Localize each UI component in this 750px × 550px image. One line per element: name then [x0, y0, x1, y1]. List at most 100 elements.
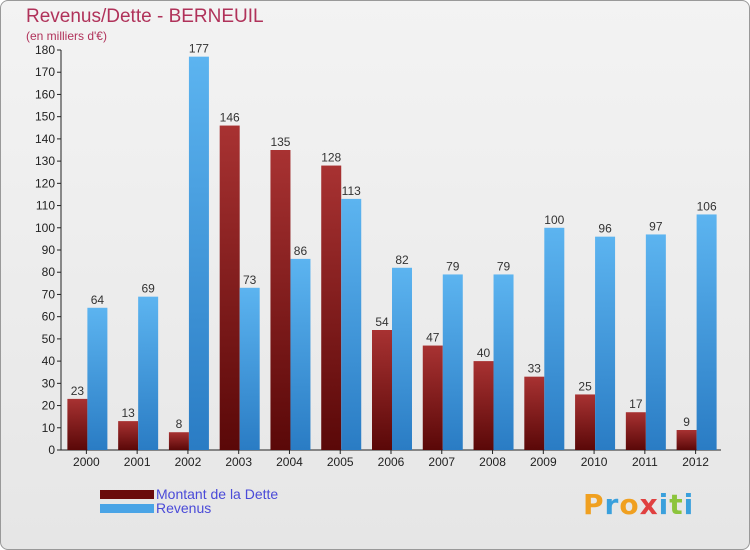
chart-title: Revenus/Dette - BERNEUIL — [26, 6, 264, 27]
bar-debt-2007 — [422, 345, 443, 450]
data-label-revenus-2004: 86 — [294, 244, 308, 258]
data-label-revenus-2000: 64 — [91, 293, 105, 307]
bar-debt-2000 — [67, 398, 88, 450]
y-tick-label: 50 — [42, 332, 56, 346]
data-label-revenus-2008: 79 — [497, 259, 511, 273]
data-label-revenus-2006: 82 — [395, 253, 409, 267]
logo-letter: r — [604, 488, 620, 521]
y-tick-label: 120 — [35, 176, 55, 190]
data-label-revenus-2002: 177 — [189, 42, 209, 56]
y-tick-label: 140 — [35, 132, 55, 146]
x-tick-label: 2009 — [530, 455, 557, 469]
bar-revenus-2011 — [645, 234, 666, 450]
bar-debt-2010 — [575, 394, 596, 450]
bar-revenus-2001 — [138, 296, 159, 450]
x-tick-label: 2008 — [479, 455, 506, 469]
data-label-debt-2004: 135 — [270, 135, 290, 149]
y-tick-label: 0 — [48, 443, 55, 457]
bar-revenus-2010 — [595, 236, 616, 450]
bar-revenus-2007 — [442, 274, 463, 450]
logo-letter: P — [583, 488, 605, 521]
data-label-revenus-2011: 97 — [649, 219, 663, 233]
y-tick-label: 80 — [42, 265, 56, 279]
y-tick-label: 70 — [42, 287, 56, 301]
data-label-debt-2003: 146 — [220, 111, 240, 125]
bar-revenus-2012 — [696, 214, 717, 450]
y-tick-label: 150 — [35, 110, 55, 124]
bar-debt-2002 — [168, 432, 189, 450]
data-label-revenus-2001: 69 — [141, 282, 155, 296]
x-tick-label: 2003 — [225, 455, 252, 469]
data-label-revenus-2010: 96 — [598, 222, 612, 236]
y-tick-label: 10 — [42, 421, 56, 435]
bar-debt-2004 — [270, 150, 291, 450]
logo-letter: i — [658, 488, 670, 521]
bar-revenus-2009 — [544, 227, 565, 450]
logo-letter: t — [669, 488, 684, 521]
bar-debt-2005 — [321, 165, 342, 451]
bar-revenus-2000 — [87, 307, 108, 450]
bar-debt-2009 — [524, 376, 545, 450]
y-tick-label: 90 — [42, 243, 56, 257]
y-tick-label: 130 — [35, 154, 55, 168]
x-tick-label: 2006 — [378, 455, 405, 469]
data-label-revenus-2005: 113 — [342, 184, 361, 198]
x-tick-label: 2004 — [276, 455, 303, 469]
x-tick-label: 2001 — [124, 455, 151, 469]
bar-debt-2011 — [625, 412, 646, 450]
legend-swatch-revenus — [100, 504, 154, 513]
data-label-debt-2002: 8 — [176, 417, 183, 431]
y-tick-label: 100 — [35, 221, 55, 235]
bar-debt-2008 — [473, 361, 494, 450]
data-label-debt-2012: 9 — [683, 415, 690, 429]
x-tick-label: 2007 — [428, 455, 455, 469]
y-tick-label: 60 — [42, 310, 56, 324]
data-label-revenus-2007: 79 — [446, 259, 460, 273]
y-tick-label: 40 — [42, 354, 56, 368]
data-label-debt-2008: 40 — [477, 346, 491, 360]
data-label-revenus-2009: 100 — [544, 213, 564, 227]
data-label-debt-2011: 17 — [629, 397, 643, 411]
bar-debt-2006 — [372, 330, 392, 450]
data-label-debt-2007: 47 — [426, 331, 440, 345]
data-label-debt-2009: 33 — [528, 362, 542, 376]
bar-debt-2003 — [219, 125, 240, 451]
y-tick-label: 160 — [35, 87, 55, 101]
bar-revenus-2005 — [341, 198, 362, 450]
y-tick-label: 20 — [42, 399, 56, 413]
proxiti-logo: Proxiti — [583, 488, 694, 521]
data-label-debt-2006: 54 — [375, 315, 389, 329]
x-tick-label: 2012 — [682, 455, 709, 469]
x-tick-label: 2002 — [175, 455, 202, 469]
y-tick-label: 110 — [36, 199, 55, 213]
bar-revenus-2002 — [188, 56, 209, 451]
x-tick-label: 2005 — [327, 455, 354, 469]
y-tick-label: 180 — [35, 43, 55, 57]
bar-debt-2001 — [118, 421, 139, 450]
data-labels: 23 64 13 69 8 177 146 73 135 86 128 113 54 82 47 79 40 79… — [71, 42, 717, 432]
legend-swatch-debt — [100, 490, 154, 499]
y-tick-label: 30 — [42, 376, 56, 390]
x-tick-label: 2000 — [73, 455, 100, 469]
bar-revenus-2004 — [290, 258, 311, 450]
data-label-revenus-2012: 106 — [697, 199, 717, 213]
axes: 0 10 20 30 40 50 60 70 80 90 100 110 120 130 140 150 160… — [35, 43, 721, 469]
data-label-debt-2001: 13 — [121, 406, 135, 420]
data-label-debt-2010: 25 — [578, 379, 592, 393]
x-tick-label: 2011 — [632, 455, 658, 469]
logo-letter: x — [639, 488, 659, 521]
legend-label-debt: Montant de la Dette — [156, 486, 279, 502]
x-tick-label: 2010 — [581, 455, 608, 469]
legend-label-revenus: Revenus — [156, 500, 212, 516]
data-label-debt-2005: 128 — [321, 151, 341, 165]
y-tick-label: 170 — [35, 65, 55, 79]
bars — [67, 56, 717, 451]
bar-revenus-2008 — [493, 274, 514, 450]
data-label-debt-2000: 23 — [71, 384, 85, 398]
bar-revenus-2006 — [392, 267, 412, 450]
bar-revenus-2003 — [239, 287, 260, 450]
chart-subtitle: (en milliers d'€) — [26, 29, 107, 43]
data-label-revenus-2003: 73 — [243, 273, 257, 287]
